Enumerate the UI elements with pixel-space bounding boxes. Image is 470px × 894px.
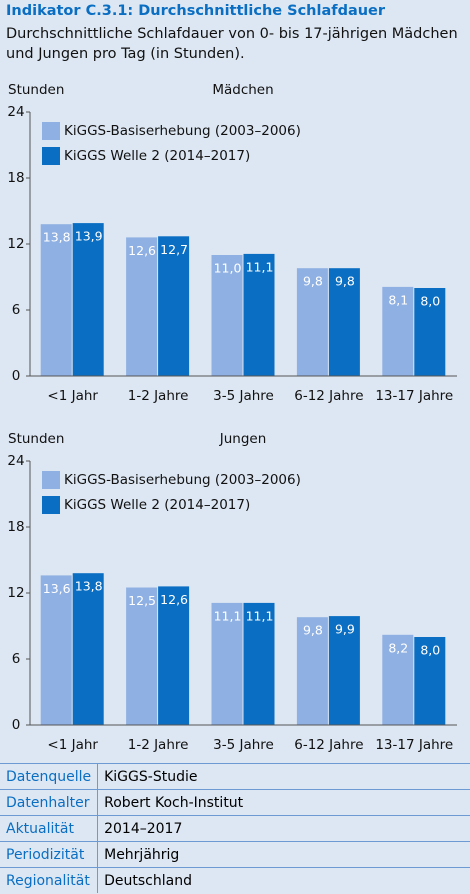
title: Indikator C.3.1: Durchschnittliche Schla… (6, 3, 386, 19)
value-label: 8,1 (388, 292, 408, 307)
legend-label: KiGGS Welle 2 (2014–2017) (64, 148, 250, 164)
value-label: 12,7 (160, 242, 188, 257)
y-tick-label: 18 (7, 519, 24, 535)
y-axis-label: Stunden (8, 431, 64, 447)
footer-key: Datenhalter (0, 789, 99, 816)
legend-swatch (42, 471, 60, 489)
footer-value: 2014–2017 (97, 815, 470, 842)
bar (72, 223, 104, 376)
value-label: 11,1 (246, 608, 274, 623)
y-tick-label: 24 (7, 453, 24, 469)
footer-key: Regionalität (0, 867, 99, 893)
x-tick-label: 13-17 Jahre (375, 737, 453, 753)
value-label: 9,8 (303, 274, 323, 289)
legend-label: KiGGS Welle 2 (2014–2017) (64, 497, 250, 513)
bar (126, 237, 158, 376)
value-label: 8,2 (388, 640, 408, 655)
y-tick-label: 0 (12, 717, 21, 733)
bar (211, 255, 243, 376)
y-tick-label: 6 (12, 651, 21, 667)
chart-title: Jungen (219, 431, 267, 447)
bar (40, 575, 72, 725)
footer-table: Datenquelle KiGGS-Studie Datenhalter Robert… (0, 763, 470, 893)
footer-value: KiGGS-Studie (97, 763, 470, 790)
footer-key: Datenquelle (0, 763, 99, 790)
bar (296, 268, 328, 376)
legend-label: KiGGS-Basiserhebung (2003–2006) (64, 123, 301, 139)
footer-key: Aktualität (0, 815, 99, 842)
footer-row: Aktualität 2014–2017 (0, 815, 470, 842)
bar (243, 602, 275, 725)
x-tick-label: <1 Jahr (47, 388, 98, 404)
y-tick-label: 6 (12, 302, 21, 318)
legend-swatch (42, 147, 60, 165)
footer-row: Datenhalter Robert Koch-Institut (0, 789, 470, 816)
value-label: 11,1 (246, 259, 274, 274)
value-label: 13,8 (43, 230, 71, 245)
y-tick-label: 12 (7, 585, 24, 601)
y-tick-label: 18 (7, 170, 24, 186)
footer-value: Mehrjährig (97, 841, 470, 868)
legend-swatch (42, 122, 60, 140)
subtitle: Durchschnittliche Schlafdauer von 0- bis… (6, 26, 458, 62)
bar (296, 617, 328, 725)
value-label: 12,6 (160, 592, 188, 607)
value-label: 13,9 (75, 229, 103, 244)
bar (382, 286, 414, 376)
chart: Stunden Jungen 0 6 12 18 24 <1 Jahr 13,6 13,8 1-2 … (7, 431, 457, 753)
bar (328, 268, 360, 376)
x-tick-label: 13-17 Jahre (375, 388, 453, 404)
legend-label: KiGGS-Basiserhebung (2003–2006) (64, 472, 301, 488)
x-tick-label: 3-5 Jahre (213, 388, 274, 404)
value-label: 12,5 (128, 593, 156, 608)
y-tick-label: 12 (7, 236, 24, 252)
bar (328, 616, 360, 725)
bar (382, 634, 414, 725)
value-label: 11,0 (214, 261, 242, 276)
value-label: 9,8 (335, 274, 355, 289)
y-tick-label: 24 (7, 104, 24, 120)
y-tick-label: 0 (12, 368, 21, 384)
x-tick-label: 1-2 Jahre (128, 388, 189, 404)
footer-row: Regionalität Deutschland (0, 867, 470, 893)
x-tick-label: 1-2 Jahre (128, 737, 189, 753)
footer-row: Periodizität Mehrjährig (0, 841, 470, 868)
bar (126, 587, 158, 725)
legend-swatch (42, 496, 60, 514)
chart: Stunden Mädchen 0 6 12 18 24 <1 Jahr 13,8 13,9 1-2… (7, 82, 457, 404)
x-tick-label: <1 Jahr (47, 737, 98, 753)
bar (243, 253, 275, 376)
bar (72, 573, 104, 725)
x-tick-label: 6-12 Jahre (294, 388, 363, 404)
value-label: 11,1 (214, 608, 242, 623)
chart-title: Mädchen (212, 82, 273, 98)
footer-value: Deutschland (97, 867, 470, 893)
y-axis-label: Stunden (8, 82, 64, 98)
value-label: 9,9 (335, 622, 355, 637)
bar (414, 288, 446, 376)
footer-key: Periodizität (0, 841, 99, 868)
x-tick-label: 6-12 Jahre (294, 737, 363, 753)
footer-value: Robert Koch-Institut (97, 789, 470, 816)
value-label: 8,0 (420, 643, 440, 658)
value-label: 12,6 (128, 243, 156, 258)
value-label: 13,8 (75, 579, 103, 594)
value-label: 8,0 (420, 294, 440, 309)
value-label: 9,8 (303, 623, 323, 638)
bar (158, 236, 190, 376)
x-tick-label: 3-5 Jahre (213, 737, 274, 753)
bar (211, 602, 243, 725)
bar (414, 637, 446, 725)
bar (158, 586, 190, 725)
footer-row: Datenquelle KiGGS-Studie (0, 763, 470, 790)
value-label: 13,6 (43, 581, 71, 596)
bar (40, 224, 72, 376)
